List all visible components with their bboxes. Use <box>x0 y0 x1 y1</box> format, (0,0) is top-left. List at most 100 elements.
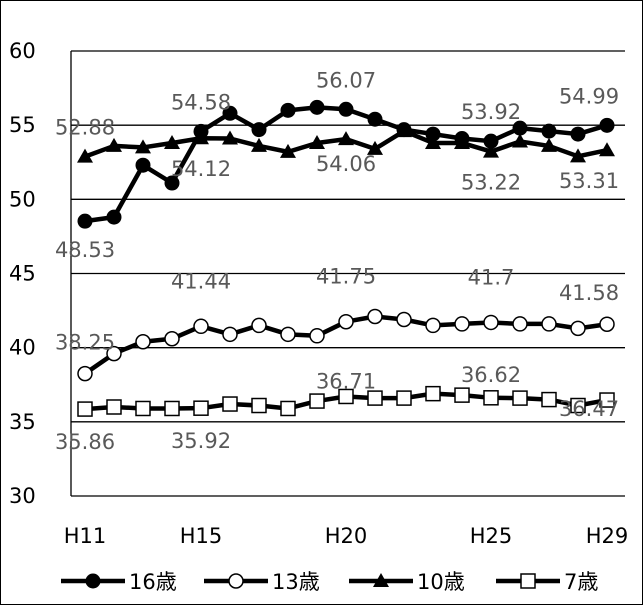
series-markers <box>77 99 615 417</box>
data-point <box>106 399 122 415</box>
gridlines <box>70 50 625 497</box>
y-tick-label: 50 <box>9 187 36 211</box>
data-point <box>425 126 441 142</box>
data-point <box>77 213 93 229</box>
legend-label: 16歳 <box>129 570 177 594</box>
data-point <box>396 311 412 328</box>
data-label: 48.53 <box>55 238 115 262</box>
data-label: 41.75 <box>316 265 376 289</box>
data-point <box>77 148 93 163</box>
data-point <box>599 142 615 157</box>
legend-label: 10歳 <box>417 570 465 594</box>
data-point <box>251 137 267 152</box>
data-point <box>280 400 296 417</box>
data-label: 54.12 <box>171 157 231 181</box>
data-point <box>309 99 325 115</box>
data-label: 41.44 <box>171 269 231 293</box>
data-point <box>367 308 383 325</box>
data-label: 54.58 <box>171 90 231 114</box>
data-point <box>425 317 441 334</box>
data-point <box>425 385 441 402</box>
data-point <box>541 316 557 332</box>
data-point <box>396 123 412 138</box>
data-point <box>135 157 151 173</box>
data-point <box>338 388 354 405</box>
x-tick-label: H15 <box>180 524 223 548</box>
data-point <box>135 400 151 417</box>
data-point <box>454 387 470 403</box>
data-point <box>222 105 238 121</box>
x-tick-label: H20 <box>325 524 368 548</box>
data-point <box>106 137 122 152</box>
legend-marker <box>228 573 244 589</box>
data-label: 54.06 <box>316 152 376 176</box>
data-point <box>570 126 586 142</box>
data-label: 38.25 <box>55 331 115 355</box>
data-point <box>309 328 325 344</box>
x-axis-ticks: H11 H15 H20 H25 H29 <box>64 524 629 548</box>
data-label: 52.88 <box>55 116 115 140</box>
x-tick-label: H29 <box>586 524 629 548</box>
legend: 16歳 13歳 10歳 7歳 <box>61 570 598 594</box>
data-label: 36.47 <box>559 397 619 421</box>
data-point <box>512 133 528 148</box>
legend-marker <box>520 573 536 589</box>
data-point <box>512 390 528 406</box>
data-point <box>222 396 238 412</box>
data-point <box>541 137 557 152</box>
data-point <box>541 391 557 408</box>
data-point <box>164 134 180 149</box>
x-tick-label: H11 <box>64 524 107 548</box>
data-point <box>367 111 383 127</box>
data-label: 53.22 <box>461 171 521 195</box>
legend-label: 13歳 <box>272 570 320 594</box>
data-label: 36.62 <box>461 363 521 387</box>
data-point <box>599 392 615 408</box>
data-point <box>454 134 470 149</box>
y-tick-label: 55 <box>9 113 36 137</box>
data-point <box>309 134 325 149</box>
data-point <box>193 130 209 145</box>
data-point <box>280 326 296 343</box>
data-label: 35.86 <box>55 430 115 454</box>
data-point <box>106 345 122 362</box>
data-point <box>396 390 412 406</box>
data-point <box>570 148 586 163</box>
data-point <box>135 333 151 350</box>
data-point <box>193 318 209 335</box>
data-point <box>280 102 296 118</box>
data-point <box>164 400 180 417</box>
data-label: 53.31 <box>559 169 619 193</box>
y-tick-label: 40 <box>9 336 36 360</box>
x-tick-label: H25 <box>470 524 513 548</box>
data-point <box>309 393 325 409</box>
data-label: 56.07 <box>316 68 376 92</box>
data-point <box>425 134 441 149</box>
data-point <box>77 401 93 417</box>
data-point <box>599 316 615 332</box>
data-point <box>570 320 586 337</box>
data-point <box>512 120 528 136</box>
data-point <box>483 143 499 158</box>
data-point <box>338 101 354 117</box>
data-point <box>222 130 238 145</box>
data-label: 41.58 <box>559 281 619 305</box>
data-point <box>599 117 615 133</box>
data-point <box>483 314 499 331</box>
data-point <box>454 316 470 332</box>
data-point <box>570 397 586 414</box>
data-label: 36.71 <box>316 369 376 393</box>
y-tick-label: 35 <box>9 410 36 434</box>
data-label: 41.7 <box>468 265 515 289</box>
data-point <box>222 326 238 343</box>
data-point <box>135 139 151 154</box>
data-point <box>77 365 93 382</box>
data-point <box>251 122 267 138</box>
data-point <box>483 390 499 406</box>
data-point <box>106 209 122 225</box>
data-point <box>280 143 296 158</box>
data-point <box>367 140 383 155</box>
data-point <box>251 317 267 334</box>
